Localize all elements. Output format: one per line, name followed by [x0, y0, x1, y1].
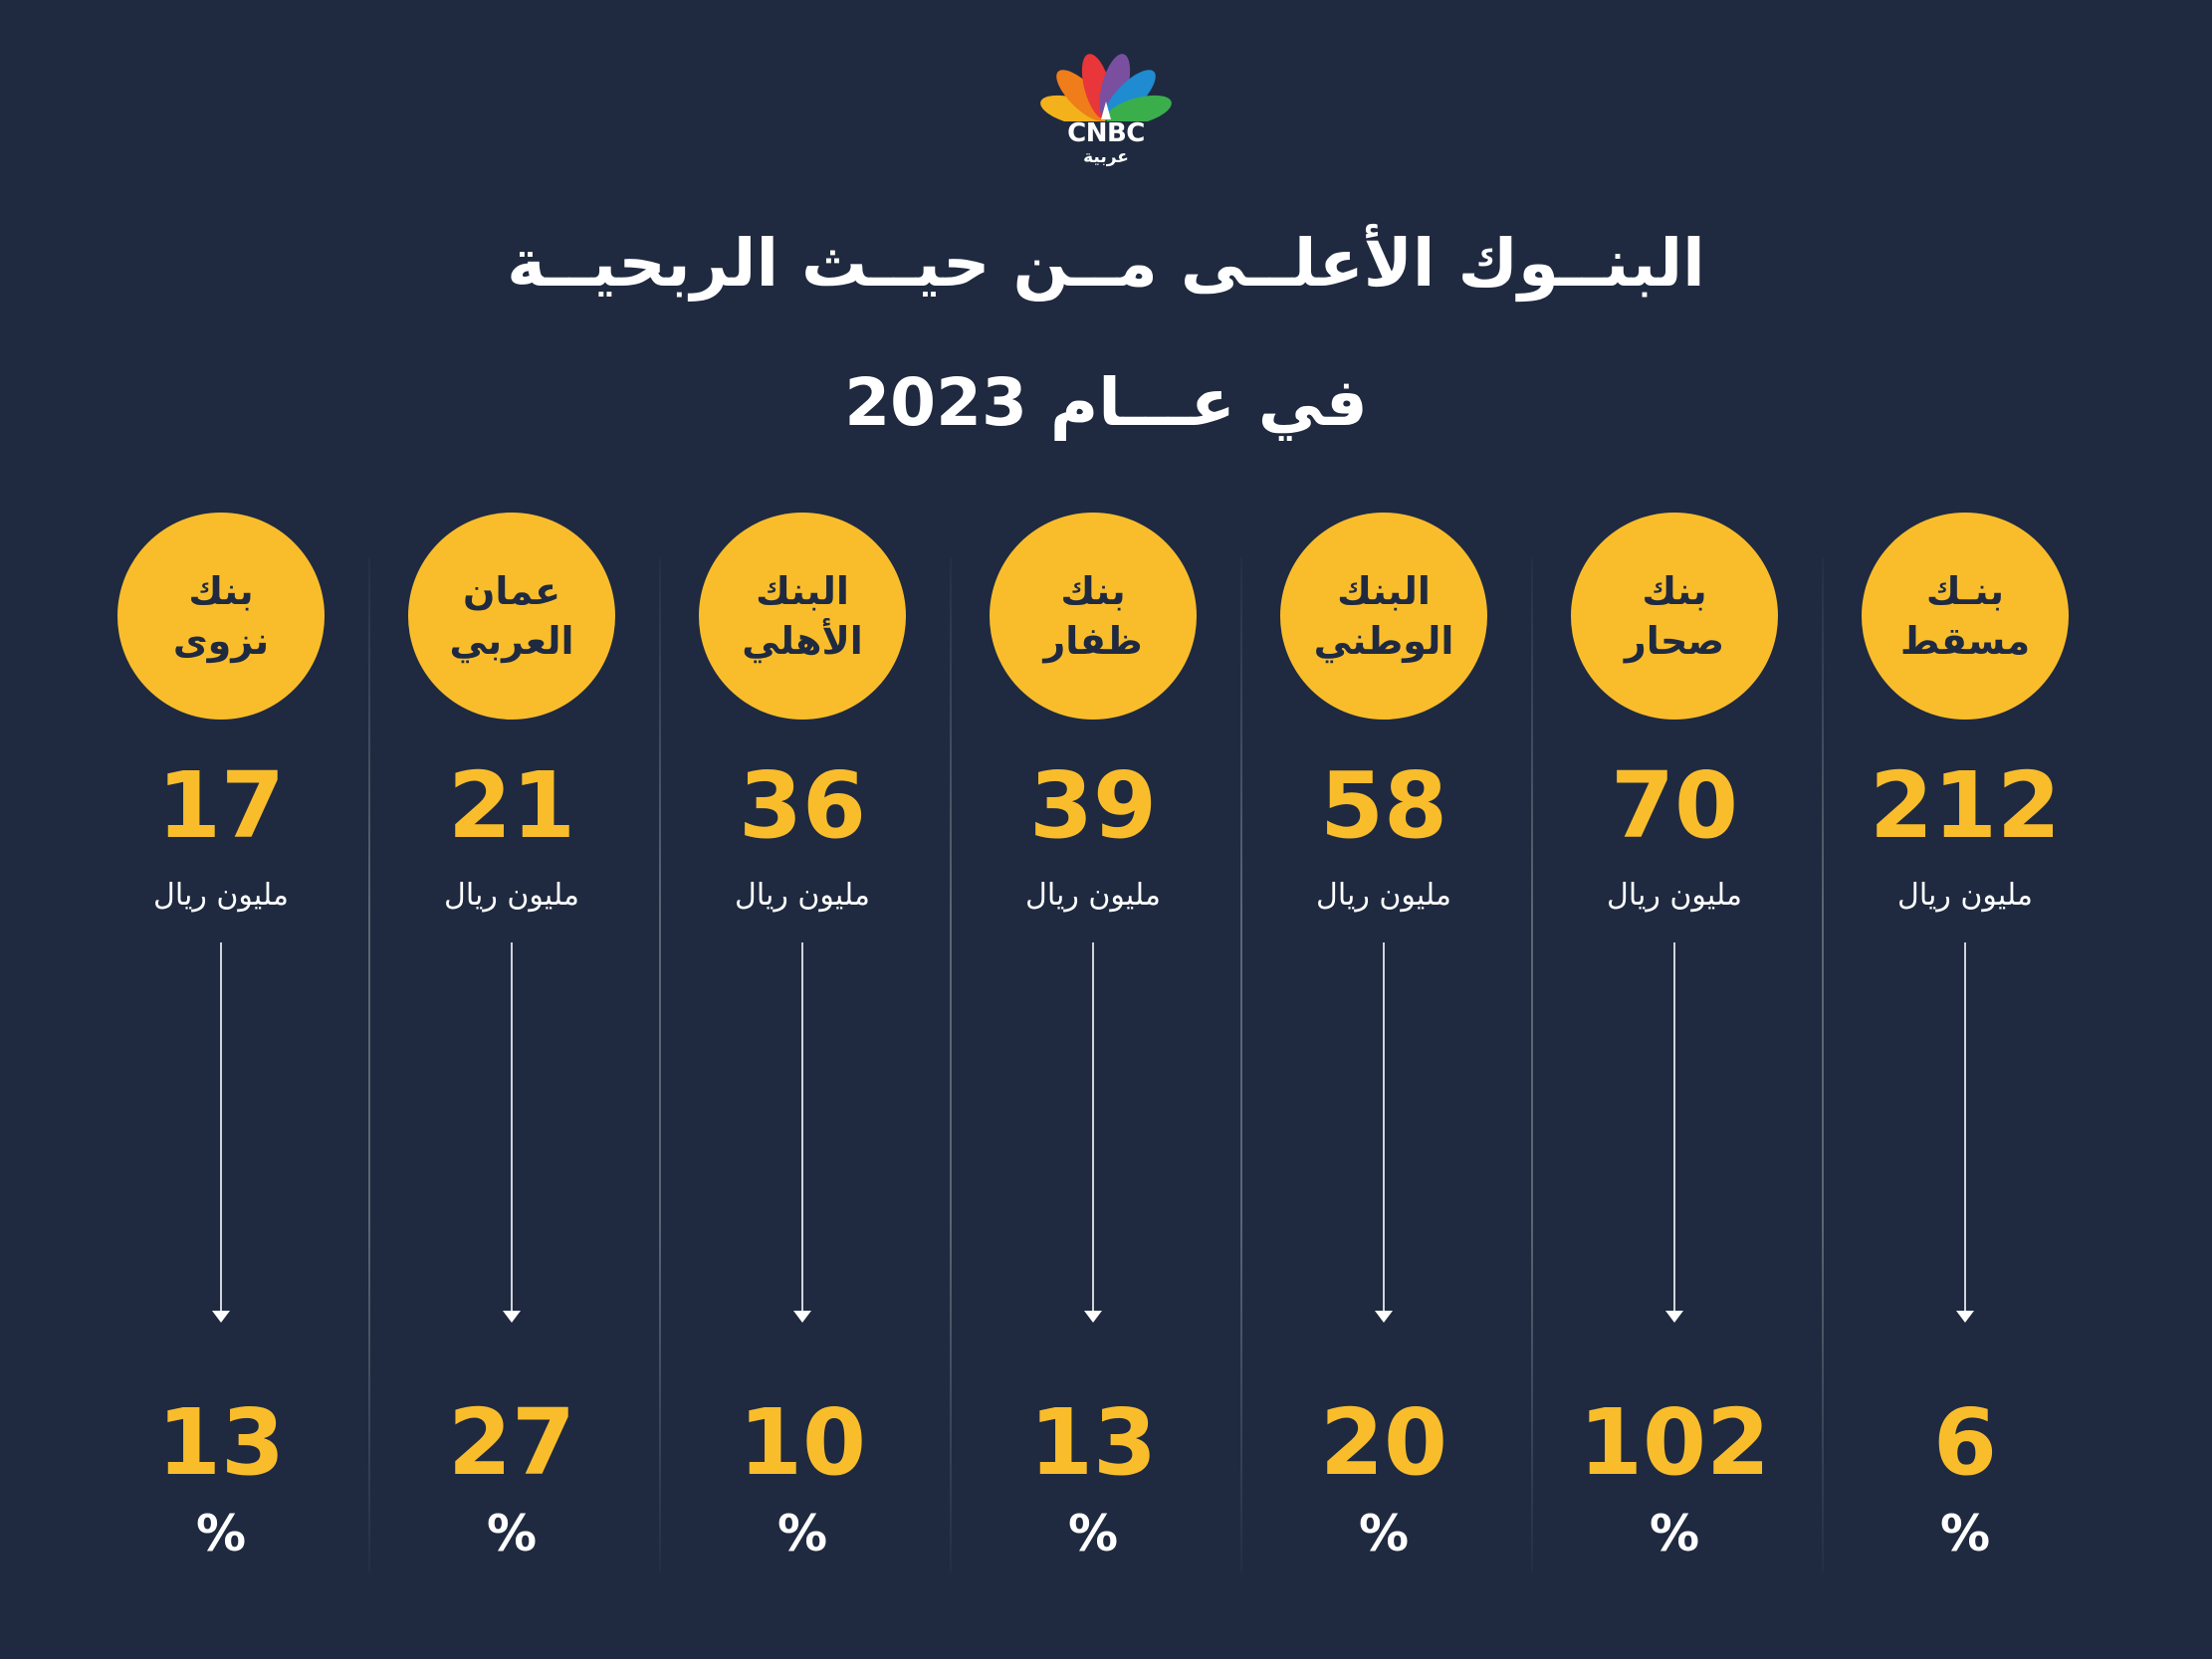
- bank-name-badge: بنك نزوى: [117, 513, 325, 720]
- percent-sign: %: [1649, 1505, 1700, 1562]
- column-divider: [1531, 557, 1533, 1572]
- bank-name-line-2: مسقط: [1899, 619, 2031, 663]
- bank-name-line-1: بنك: [188, 569, 254, 613]
- column-divider: [368, 557, 370, 1572]
- bank-column: بنك نزوى 17 مليون ريال 13 %: [76, 513, 366, 1567]
- bank-name-badge: بنـك مسقط: [1862, 513, 2069, 720]
- arrow-line: [511, 942, 513, 1311]
- column-divider: [1822, 557, 1824, 1572]
- bank-name-badge: البنك الوطني: [1280, 513, 1487, 720]
- profit-unit: مليون ريال: [735, 878, 870, 913]
- arrow-line: [801, 942, 803, 1311]
- bank-name-line-1: البنك: [1337, 569, 1431, 613]
- bank-name-badge: بنك صحار: [1571, 513, 1778, 720]
- arrow-down-icon: [1956, 1311, 1974, 1323]
- bank-column: بنك صحار 70 مليون ريال 102 %: [1529, 513, 1820, 1567]
- growth-value: 6: [1932, 1389, 1997, 1496]
- percent-sign: %: [1939, 1505, 1991, 1562]
- bank-name-line-2: صحار: [1624, 619, 1725, 663]
- peacock-logo-icon: [1040, 54, 1172, 121]
- profit-unit: مليون ريال: [1316, 878, 1451, 913]
- percent-sign: %: [195, 1505, 247, 1562]
- bank-name-line-2: العربي: [449, 619, 574, 663]
- cnbc-arabia-logo: CNBC عربية: [1036, 48, 1176, 171]
- column-divider: [950, 557, 952, 1572]
- arrow-down-icon: [1665, 1311, 1683, 1323]
- bank-name-badge: عمان العربي: [408, 513, 615, 720]
- bank-name-line-2: نزوى: [172, 619, 270, 663]
- profit-value: 21: [447, 752, 576, 859]
- profit-unit: مليون ريال: [153, 878, 289, 913]
- bank-column: البنك الأهلي 36 مليون ريال 10 %: [657, 513, 948, 1567]
- bank-name-line-1: البنك: [756, 569, 849, 613]
- page-title-line-2: في عـــام 2023: [844, 364, 1368, 441]
- bank-name-line-2: الأهلي: [742, 619, 863, 663]
- column-divider: [1240, 557, 1242, 1572]
- bank-name-badge: البنك الأهلي: [699, 513, 906, 720]
- profit-value: 17: [156, 752, 286, 859]
- arrow-line: [1964, 942, 1966, 1311]
- bank-name-line-2: ظفار: [1043, 619, 1143, 663]
- bank-name-line-2: الوطني: [1313, 619, 1454, 663]
- profit-unit: مليون ريال: [1025, 878, 1161, 913]
- growth-value: 13: [156, 1389, 286, 1496]
- profit-value: 212: [1869, 752, 2062, 859]
- peacock-body: [1101, 102, 1111, 119]
- percent-sign: %: [486, 1505, 538, 1562]
- percent-sign: %: [776, 1505, 828, 1562]
- page-title-line-1: البنــوك الأعلــى مــن حيــث الربحيــة: [507, 225, 1705, 302]
- arrow-down-icon: [1084, 1311, 1102, 1323]
- bank-column: عمان العربي 21 مليون ريال 27 %: [366, 513, 657, 1567]
- column-divider: [659, 557, 661, 1572]
- profit-value: 58: [1319, 752, 1448, 859]
- arrow-line: [1092, 942, 1094, 1311]
- growth-value: 27: [447, 1389, 576, 1496]
- bank-name-badge: بنك ظفار: [990, 513, 1197, 720]
- arrow-line: [1383, 942, 1385, 1311]
- profit-unit: مليون ريال: [1607, 878, 1742, 913]
- bank-column: بنك ظفار 39 مليون ريال 13 %: [948, 513, 1238, 1567]
- percent-sign: %: [1067, 1505, 1119, 1562]
- bank-column: البنك الوطني 58 مليون ريال 20 %: [1238, 513, 1529, 1567]
- bank-column: بنـك مسقط 212 مليون ريال 6 %: [1820, 513, 2110, 1567]
- profit-value: 36: [738, 752, 867, 859]
- growth-value: 20: [1319, 1389, 1448, 1496]
- bank-name-line-1: عمان: [462, 569, 561, 613]
- growth-value: 13: [1028, 1389, 1158, 1496]
- arrow-down-icon: [212, 1311, 230, 1323]
- growth-value: 10: [738, 1389, 867, 1496]
- arrow-down-icon: [503, 1311, 521, 1323]
- arrow-down-icon: [793, 1311, 811, 1323]
- logo-wordmark: CNBC: [1067, 118, 1145, 148]
- profit-value: 70: [1610, 752, 1739, 859]
- growth-value: 102: [1578, 1389, 1771, 1496]
- arrow-line: [1673, 942, 1675, 1311]
- profit-unit: مليون ريال: [1897, 878, 2033, 913]
- arrow-down-icon: [1375, 1311, 1393, 1323]
- percent-sign: %: [1358, 1505, 1410, 1562]
- bank-name-line-1: بنك: [1642, 569, 1707, 613]
- arrow-line: [220, 942, 222, 1311]
- bank-name-line-1: بنـك: [1925, 569, 2005, 613]
- profit-unit: مليون ريال: [444, 878, 579, 913]
- logo-subtitle: عربية: [1083, 147, 1129, 167]
- profit-value: 39: [1028, 752, 1158, 859]
- bank-name-line-1: بنك: [1060, 569, 1126, 613]
- peacock-feather-green: [1105, 95, 1172, 121]
